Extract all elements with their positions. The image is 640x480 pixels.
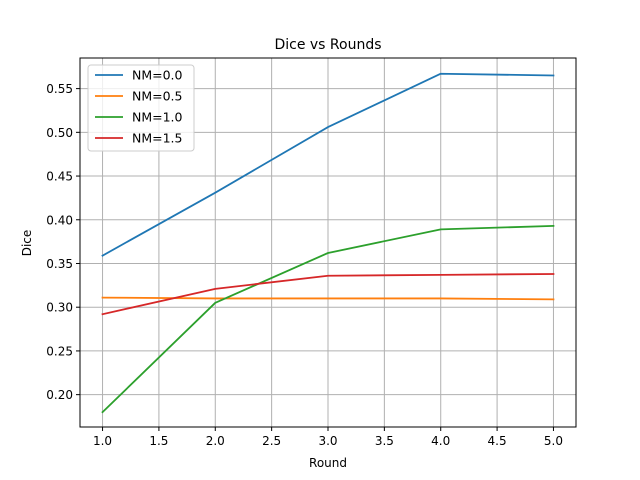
x-tick-label: 3.5	[375, 434, 394, 448]
x-tick-label: 4.5	[488, 434, 507, 448]
x-tick-label: 1.0	[93, 434, 112, 448]
x-tick-label: 3.0	[318, 434, 337, 448]
legend-label-0: NM=0.0	[132, 68, 183, 83]
y-tick-label: 0.45	[46, 170, 73, 184]
y-tick-label: 0.50	[46, 126, 73, 140]
legend: NM=0.0 NM=0.5 NM=1.0 NM=1.5	[87, 64, 195, 152]
legend-label-3: NM=1.5	[132, 131, 183, 146]
legend-label-2: NM=1.0	[132, 110, 183, 125]
x-axis-ticks: 1.0 1.5 2.0 2.5 3.0 3.5 4.0 4.5 5.0	[93, 427, 563, 448]
x-tick-label: 2.5	[262, 434, 281, 448]
legend-box	[87, 64, 195, 152]
chart-title: Dice vs Rounds	[274, 37, 381, 53]
series-line-0	[101, 72, 555, 257]
y-tick-label: 0.35	[46, 257, 73, 271]
series-line-2	[101, 224, 555, 414]
x-tick-label: 5.0	[544, 434, 563, 448]
series-lines	[101, 72, 555, 414]
series-line-3	[101, 273, 555, 316]
x-tick-label: 1.5	[149, 434, 168, 448]
x-tick-label: 2.0	[206, 434, 225, 448]
x-tick-label: 4.0	[431, 434, 450, 448]
y-tick-label: 0.40	[46, 213, 73, 227]
y-tick-label: 0.25	[46, 344, 73, 358]
y-tick-label: 0.30	[46, 301, 73, 315]
legend-label-1: NM=0.5	[132, 89, 183, 104]
x-axis-label: Round	[309, 456, 347, 470]
y-axis-ticks: 0.20 0.25 0.30 0.35 0.40 0.45 0.50 0.55	[46, 82, 80, 402]
y-tick-label: 0.55	[46, 82, 73, 96]
y-axis-label: Dice	[20, 230, 34, 257]
grid	[80, 58, 576, 427]
y-tick-label: 0.20	[46, 388, 73, 402]
